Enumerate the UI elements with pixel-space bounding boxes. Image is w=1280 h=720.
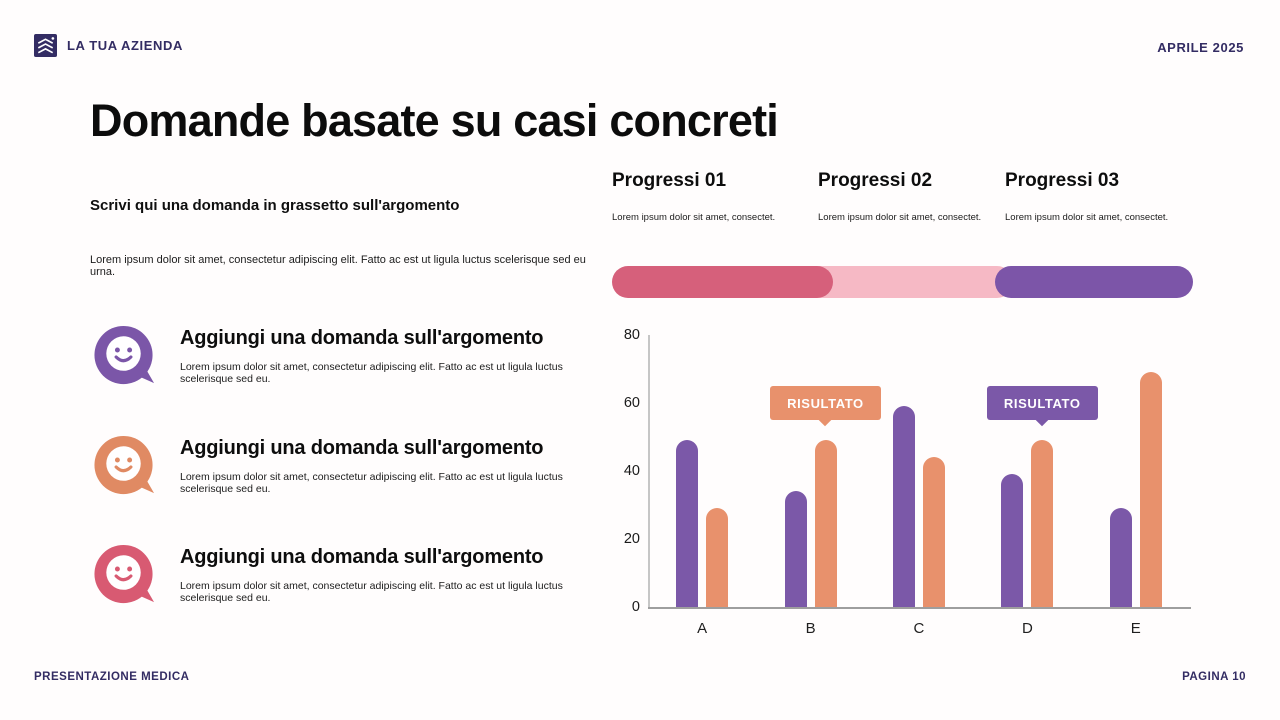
risultato-label: RISULTATO xyxy=(787,395,864,411)
slide-date: APRILE 2025 xyxy=(1157,40,1244,55)
progress-columns: Progressi 01 Lorem ipsum dolor sit amet,… xyxy=(612,170,1193,223)
y-tick-label: 20 xyxy=(623,531,640,547)
purple-series-bar-D xyxy=(1001,474,1024,607)
progress-column-2: Progressi 02 Lorem ipsum dolor sit amet,… xyxy=(818,170,1005,223)
progress-bar xyxy=(612,266,1193,298)
progress-title: Progressi 03 xyxy=(1005,170,1120,191)
risultato-label: RISULTATO xyxy=(1003,395,1081,411)
progress-body: Lorem ipsum dolor sit amet, consectet. xyxy=(818,212,982,223)
category-label-E: E xyxy=(1130,620,1141,637)
question-body: Lorem ipsum dolor sit amet, consectetur … xyxy=(180,471,563,495)
orange-series-bar-C xyxy=(922,457,945,607)
risultato-callout-1: RISULTATO xyxy=(770,386,881,427)
smiley-speech-bubble-icon xyxy=(94,325,155,385)
footer-page-number: PAGINA 10 xyxy=(1182,671,1246,683)
company-logo-icon xyxy=(34,34,57,57)
progress-segment-3 xyxy=(995,266,1193,298)
company-name: LA TUA AZIENDA xyxy=(67,38,183,53)
category-label-C: C xyxy=(913,620,925,637)
purple-series-bar-C xyxy=(892,406,915,607)
question-body: Lorem ipsum dolor sit amet, consectetur … xyxy=(180,361,563,385)
purple-series-bar-A xyxy=(676,440,699,607)
progress-body: Lorem ipsum dolor sit amet, consectet. xyxy=(612,212,776,223)
bar-group-A: A xyxy=(676,335,729,637)
y-tick-label: 60 xyxy=(623,395,640,411)
y-axis-line xyxy=(648,335,650,607)
smiley-speech-bubble-icon xyxy=(94,435,155,495)
risultato-callout-2: RISULTATO xyxy=(986,386,1098,427)
orange-series-bar-A xyxy=(706,508,729,607)
question-item-3: Aggiungi una domanda sull'argomento Lore… xyxy=(92,543,592,608)
chart-plot-area: A B C D E xyxy=(648,335,1190,637)
smiley-speech-bubble-icon xyxy=(94,544,155,604)
purple-series-bar-E xyxy=(1109,508,1132,607)
orange-series-bar-E xyxy=(1139,372,1162,607)
category-label-B: B xyxy=(805,620,816,637)
question-title: Aggiungi una domanda sull'argomento xyxy=(180,437,544,459)
question-item-2: Aggiungi una domanda sull'argomento Lore… xyxy=(92,434,592,499)
page-title: Domande basate su casi concreti xyxy=(90,95,779,146)
y-tick-label: 0 xyxy=(631,599,640,615)
category-label-D: D xyxy=(1021,620,1033,637)
question-title: Aggiungi una domanda sull'argomento xyxy=(180,546,544,568)
progress-title: Progressi 02 xyxy=(818,170,933,191)
purple-series-bar-B xyxy=(784,491,807,607)
header-left: LA TUA AZIENDA xyxy=(34,34,183,57)
category-label-A: A xyxy=(697,620,708,637)
bar-group-D: D xyxy=(1001,335,1054,637)
orange-series-bar-D xyxy=(1031,440,1054,607)
bar-group-B: B xyxy=(784,335,837,637)
question-title: Aggiungi una domanda sull'argomento xyxy=(180,327,544,349)
question-body: Lorem ipsum dolor sit amet, consectetur … xyxy=(180,580,563,604)
orange-series-bar-B xyxy=(814,440,837,607)
progress-column-3: Progressi 03 Lorem ipsum dolor sit amet,… xyxy=(1005,170,1193,223)
progress-body: Lorem ipsum dolor sit amet, consectet. xyxy=(1005,212,1169,223)
x-axis-line xyxy=(648,607,1191,609)
progress-column-1: Progressi 01 Lorem ipsum dolor sit amet,… xyxy=(612,170,818,223)
bar-group-E: E xyxy=(1109,335,1162,637)
progress-segment-2 xyxy=(612,266,833,298)
intro-paragraph: Lorem ipsum dolor sit amet, consectetur … xyxy=(90,254,586,278)
bar-chart: A B C D E 0 20 40 60 80 RISULTATO RISULTATO xyxy=(612,320,1194,640)
footer-presentation-label: PRESENTAZIONE MEDICA xyxy=(34,671,190,683)
progress-title: Progressi 01 xyxy=(612,170,727,191)
y-tick-label: 80 xyxy=(623,327,640,343)
question-subtitle: Scrivi qui una domanda in grassetto sull… xyxy=(90,197,460,214)
question-item-1: Aggiungi una domanda sull'argomento Lore… xyxy=(92,324,592,389)
bar-group-C: C xyxy=(892,335,945,637)
y-tick-label: 40 xyxy=(623,463,640,479)
